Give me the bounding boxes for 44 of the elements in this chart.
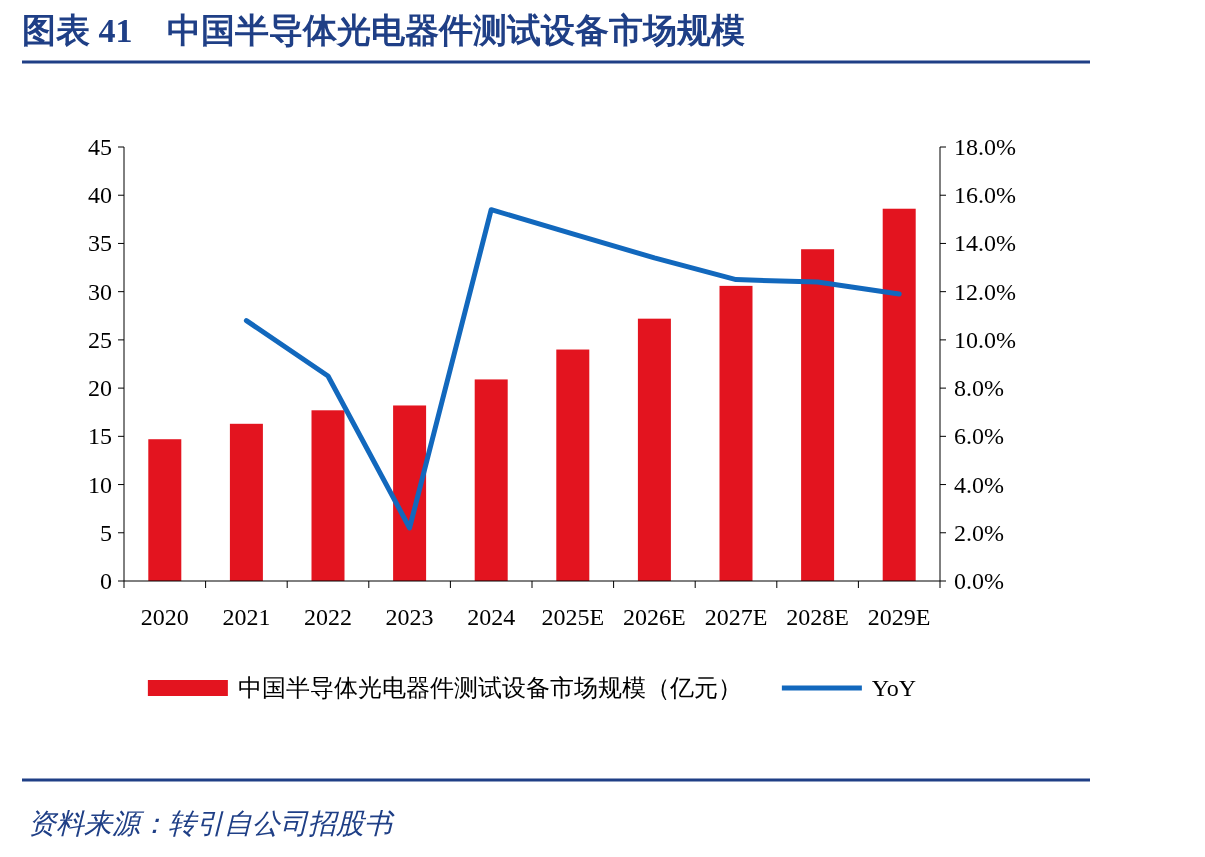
y-tick-label: 35 (88, 230, 112, 257)
y-tick-label: 0 (100, 568, 112, 594)
chart-title: 图表 41 中国半导体光电器件测试设备市场规模 (22, 12, 745, 49)
y2-tick-label: 16.0% (954, 182, 1016, 209)
x-tick-label: 2027E (704, 604, 768, 630)
x-tick-label: 2022 (304, 604, 352, 630)
y-tick-label: 25 (88, 326, 112, 353)
y2-tick-label: 0.0% (954, 568, 1004, 594)
y-tick-label: 5 (100, 519, 112, 546)
bar (474, 379, 508, 581)
bar (637, 318, 671, 581)
legend-label: 中国半导体光电器件测试设备市场规模（亿元） (237, 675, 742, 701)
y-tick-label: 15 (88, 423, 112, 450)
bar (311, 410, 345, 581)
x-tick-label: 2029E (867, 604, 931, 630)
x-tick-label: 2020 (140, 604, 189, 630)
bar (719, 285, 753, 581)
bar (556, 349, 590, 581)
y2-tick-label: 6.0% (954, 423, 1004, 450)
x-tick-label: 2025E (541, 604, 605, 630)
y2-tick-label: 10.0% (954, 326, 1016, 353)
bar (229, 423, 263, 581)
y2-tick-label: 18.0% (954, 134, 1016, 160)
y2-tick-label: 4.0% (954, 471, 1004, 498)
bar (393, 405, 427, 581)
bar (148, 439, 182, 581)
y2-tick-label: 2.0% (954, 519, 1004, 546)
y2-tick-label: 12.0% (954, 278, 1016, 305)
x-tick-label: 2026E (623, 604, 686, 630)
x-tick-label: 2028E (786, 604, 849, 630)
x-tick-label: 2021 (222, 604, 271, 630)
text: 资料来源：转引自公司招股书 (28, 808, 395, 839)
y-tick-label: 30 (88, 278, 112, 305)
bar (801, 249, 835, 581)
y-tick-label: 20 (88, 375, 112, 402)
legend-label: YoY (871, 675, 917, 701)
y2-tick-label: 8.0% (954, 375, 1004, 402)
y-tick-label: 45 (88, 134, 112, 160)
x-tick-label: 2024 (467, 604, 516, 630)
y-tick-label: 40 (88, 182, 112, 209)
x-tick-label: 2023 (385, 604, 434, 630)
bar (882, 208, 916, 581)
y-tick-label: 10 (88, 471, 112, 498)
y2-tick-label: 14.0% (954, 230, 1016, 257)
